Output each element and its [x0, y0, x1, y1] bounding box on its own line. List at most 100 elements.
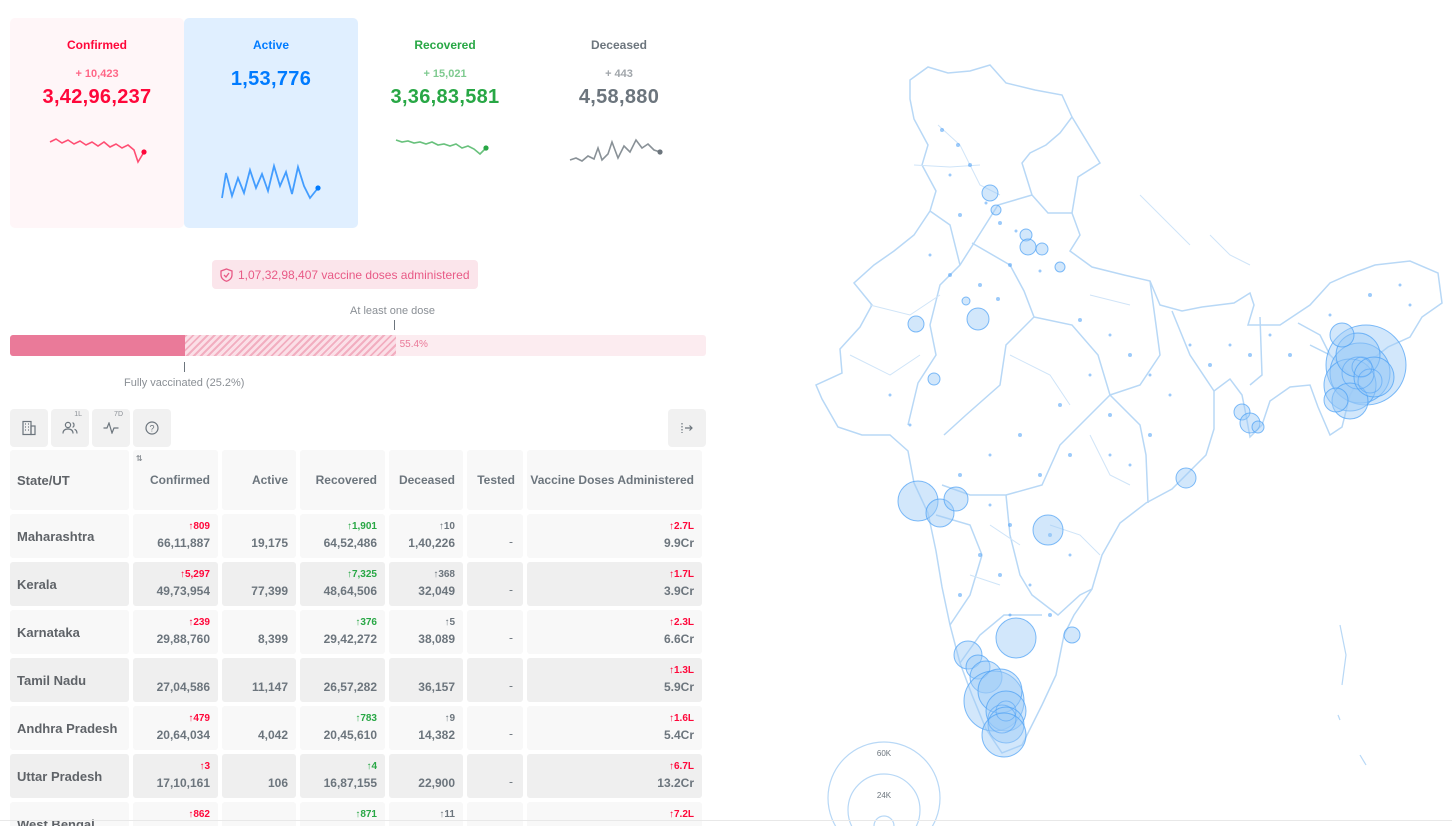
svg-text:?: ?: [149, 423, 154, 433]
building-icon: [22, 420, 36, 436]
help-button[interactable]: ?: [133, 409, 171, 447]
state-name[interactable]: Tamil Nadu: [10, 658, 129, 702]
state-name[interactable]: Karnataka: [10, 610, 129, 654]
delta-value: ↑376: [355, 617, 377, 628]
header-confirmed[interactable]: ⇅ Confirmed: [133, 450, 218, 510]
table-header: State/UT ⇅ Confirmed Active Recovered De…: [10, 450, 706, 510]
india-map[interactable]: [810, 55, 1450, 775]
deceased-cell: ↑10 1,40,226: [389, 514, 463, 558]
table-row[interactable]: Uttar Pradesh ↑3 17,10,161 106 ↑4 16,87,155 22…: [10, 754, 706, 798]
state-name[interactable]: Andhra Pradesh: [10, 706, 129, 750]
table-row[interactable]: Andhra Pradesh ↑479 20,64,034 4,042 ↑783 20,4…: [10, 706, 706, 750]
tested-value: -: [509, 678, 513, 693]
active-card[interactable]: Active 1,53,776: [184, 18, 358, 228]
state-name[interactable]: Uttar Pradesh: [10, 754, 129, 798]
header-state[interactable]: State/UT: [10, 450, 129, 510]
delta-value: ↑7,325: [346, 569, 377, 580]
header-active[interactable]: Active: [222, 450, 296, 510]
deceased-cell: ↑11: [389, 802, 463, 826]
table-row[interactable]: Kerala ↑5,297 49,73,954 77,399 ↑7,325 48,64,5…: [10, 562, 706, 606]
tested-cell: -: [467, 754, 523, 798]
states-table: State/UT ⇅ Confirmed Active Recovered De…: [10, 450, 706, 826]
sort-icon: ⇅: [136, 454, 143, 463]
total-value: 48,64,506: [323, 584, 377, 598]
confirmed-sparkline: [49, 138, 147, 164]
total-value: 20,45,610: [323, 728, 377, 742]
header-deceased[interactable]: Deceased: [389, 450, 463, 510]
total-value: 13.2Cr: [657, 776, 694, 790]
fully-vaccinated-fill: [10, 335, 186, 356]
total-value: 14,382: [418, 728, 455, 742]
confirmed-card[interactable]: Confirmed + 10,423 3,42,96,237: [10, 18, 184, 228]
total-value: 20,64,034: [156, 728, 210, 742]
vaccine-cell: ↑7.2L: [527, 802, 702, 826]
tested-value: -: [509, 534, 513, 549]
active-total: 1,53,776: [230, 68, 312, 90]
trend-badge: 7D: [114, 411, 123, 418]
tested-value: -: [509, 774, 513, 789]
active-value: 106: [267, 776, 288, 790]
state-name[interactable]: West Bengal: [10, 802, 129, 826]
header-tested[interactable]: Tested: [467, 450, 523, 510]
active-cell: 106: [222, 754, 296, 798]
total-value: 38,089: [418, 632, 455, 646]
delta-value: ↑5: [444, 617, 455, 628]
at-least-one-dose-label: At least one dose: [350, 305, 436, 317]
per-capita-button[interactable]: 1L: [51, 409, 89, 447]
deceased-sparkline: [569, 138, 663, 162]
header-recovered[interactable]: Recovered: [300, 450, 385, 510]
recovered-cell: ↑871: [300, 802, 385, 826]
delta-value: ↑11: [439, 809, 455, 820]
total-value: 66,11,887: [157, 536, 210, 550]
delta-value: ↑809: [188, 521, 210, 532]
total-value: 49,73,954: [156, 584, 210, 598]
vaccine-cell: ↑2.3L 6.6Cr: [527, 610, 702, 654]
tested-cell: -: [467, 658, 523, 702]
header-vaccine[interactable]: Vaccine Doses Administered: [527, 450, 702, 510]
users-icon: [62, 421, 78, 434]
fully-vaccinated-label: Fully vaccinated (25.2%): [124, 377, 245, 389]
total-value: 5.4Cr: [663, 728, 694, 742]
recovered-sparkline: [395, 139, 489, 156]
recovered-total: 3,36,83,581: [390, 86, 500, 108]
active-value: 4,042: [257, 728, 288, 742]
table-row[interactable]: Karnataka ↑239 29,88,760 8,399 ↑376 29,42,272…: [10, 610, 706, 654]
delta-value: ↑9: [444, 713, 455, 724]
active-value: 8,399: [257, 632, 288, 646]
trend-toggle-button[interactable]: 7D: [92, 409, 130, 447]
deceased-cell: ↑368 32,049: [389, 562, 463, 606]
legend-large-value: 60K: [877, 749, 892, 758]
total-value: 27,04,586: [156, 680, 210, 694]
total-value: 5.9Cr: [663, 680, 694, 694]
district-toggle-button[interactable]: [10, 409, 48, 447]
delta-value: ↑1.6L: [668, 713, 694, 724]
active-title: Active: [252, 38, 290, 52]
tested-cell: -: [467, 562, 523, 606]
deceased-delta: + 443: [605, 68, 633, 80]
active-cell: 77,399: [222, 562, 296, 606]
deceased-total: 4,58,880: [578, 86, 660, 108]
recovered-delta: + 15,021: [423, 68, 467, 80]
state-name[interactable]: Kerala: [10, 562, 129, 606]
table-row[interactable]: West Bengal ↑862 ↑871 ↑11 ↑7.2L: [10, 802, 706, 826]
total-value: 64,52,486: [323, 536, 377, 550]
delta-value: ↑871: [355, 809, 377, 820]
recovered-cell: ↑1,901 64,52,486: [300, 514, 385, 558]
delta-value: ↑1.3L: [668, 665, 694, 676]
deceased-cell: ↑5 38,089: [389, 610, 463, 654]
delta-value: ↑1.7L: [668, 569, 694, 580]
state-name[interactable]: Maharashtra: [10, 514, 129, 558]
total-value: 6.6Cr: [663, 632, 694, 646]
tested-value: -: [509, 582, 513, 597]
table-row[interactable]: Maharashtra ↑809 66,11,887 19,175 ↑1,901 64,5…: [10, 514, 706, 558]
total-value: 29,42,272: [323, 632, 377, 646]
recovered-cell: ↑7,325 48,64,506: [300, 562, 385, 606]
table-toolbar: 1L 7D ?: [10, 409, 706, 447]
deceased-card[interactable]: Deceased + 443 4,58,880: [532, 18, 706, 228]
recovered-title: Recovered: [414, 38, 476, 52]
table-row[interactable]: Tamil Nadu 27,04,586 11,147 26,57,282 36,157…: [10, 658, 706, 702]
delta-value: ↑368: [433, 569, 455, 580]
expand-table-button[interactable]: [668, 409, 706, 447]
recovered-card[interactable]: Recovered + 15,021 3,36,83,581: [358, 18, 532, 228]
delta-value: ↑479: [188, 713, 210, 724]
